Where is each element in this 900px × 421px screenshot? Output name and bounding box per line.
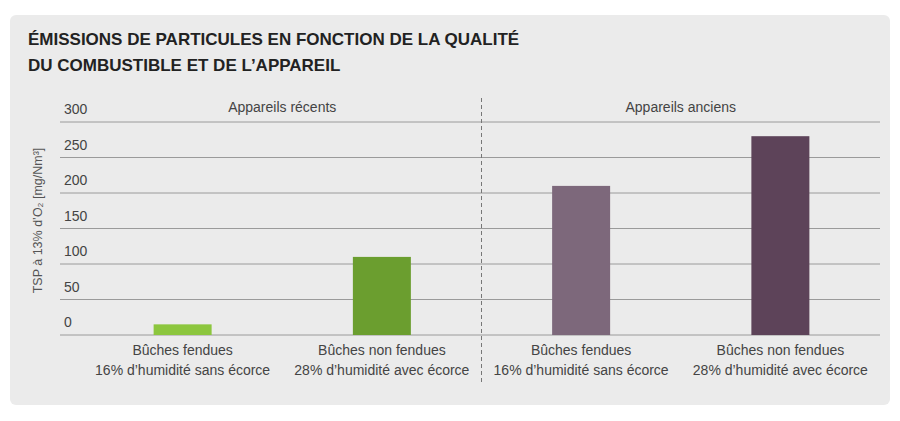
- y-tick-label: 300: [64, 101, 88, 117]
- bar: [154, 324, 212, 335]
- title: DU COMBUSTIBLE ET DE L’APPAREIL: [28, 56, 340, 75]
- y-tick-label: 100: [64, 243, 88, 259]
- bars: [154, 136, 810, 335]
- y-tick-label: 250: [64, 137, 88, 153]
- group-label: Appareils récents: [228, 99, 336, 115]
- x-tick-label: Bûches non fendues: [318, 342, 446, 358]
- x-tick-label: Bûches fendues: [531, 342, 631, 358]
- card: [10, 15, 890, 405]
- bar: [353, 257, 411, 335]
- x-tick-label: 16% d’humidité sans écorce: [95, 362, 270, 378]
- group-label: Appareils anciens: [625, 99, 736, 115]
- group-divider: [481, 98, 482, 382]
- x-tick-label: Bûches fendues: [132, 342, 232, 358]
- bar: [552, 186, 610, 335]
- x-tick-label: 28% d’humidité avec écorce: [294, 362, 469, 378]
- title: ÉMISSIONS DE PARTICULES EN FONCTION DE L…: [28, 30, 519, 49]
- x-tick-label: 16% d’humidité sans écorce: [494, 362, 669, 378]
- x-tick-label: 28% d’humidité avec écorce: [693, 362, 868, 378]
- y-tick-label: 0: [64, 314, 72, 330]
- y-tick-label: 150: [64, 208, 88, 224]
- y-tick-label: 200: [64, 172, 88, 188]
- x-tick-label: Bûches non fendues: [717, 342, 845, 358]
- y-axis-label: TSP à 13% d’O₂ [mg/Nm³]: [31, 148, 45, 294]
- y-tick-label: 50: [64, 279, 80, 295]
- bar: [751, 136, 809, 335]
- chart: ÉMISSIONS DE PARTICULES EN FONCTION DE L…: [0, 0, 900, 421]
- grid-line: [60, 122, 880, 123]
